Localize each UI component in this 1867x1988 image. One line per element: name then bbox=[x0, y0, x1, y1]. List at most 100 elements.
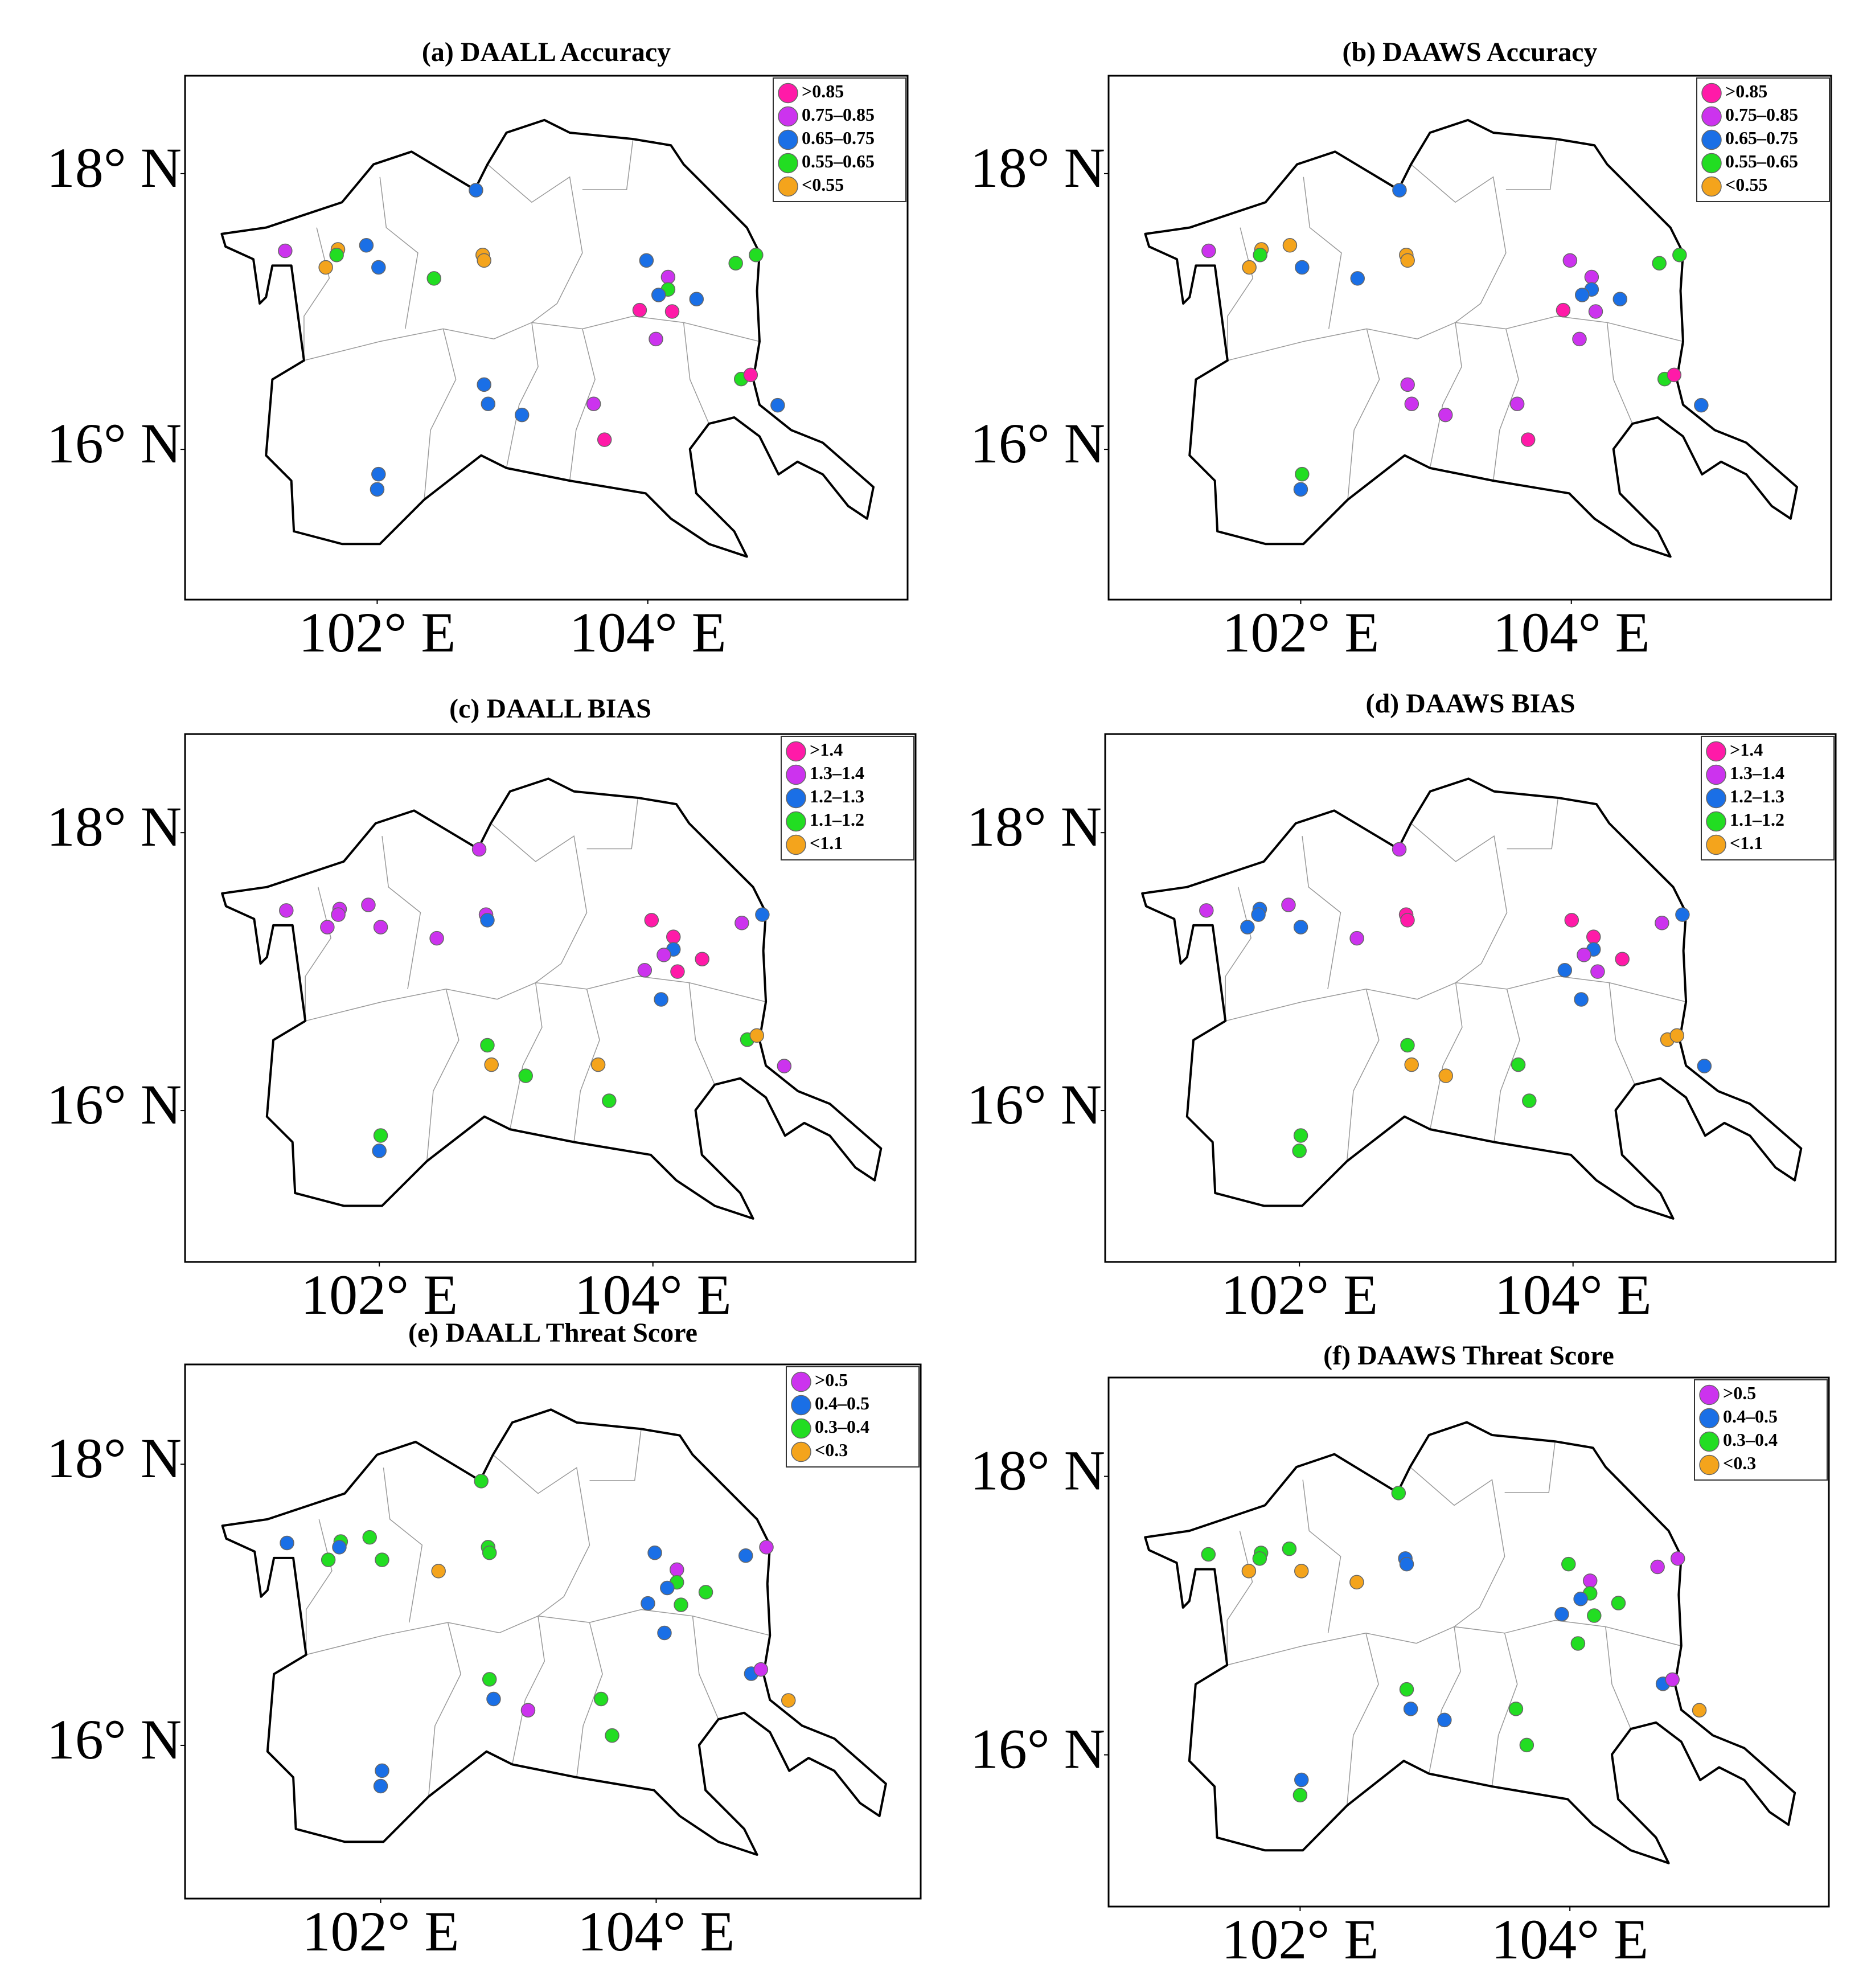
station-dot bbox=[1694, 397, 1709, 413]
legend-label: 0.55–0.65 bbox=[802, 151, 875, 171]
legend-swatch bbox=[1706, 764, 1726, 785]
legend: >0.85 0.75–0.85 0.65–0.75 0.55–0.65 <0.55 bbox=[1696, 77, 1830, 202]
station-dot bbox=[474, 1474, 489, 1489]
legend-label: 0.65–0.75 bbox=[1725, 128, 1798, 148]
panel-title: (a) DAALL Accuracy bbox=[422, 37, 671, 67]
station-dot bbox=[1582, 1573, 1598, 1588]
y-tick-label: 18° N bbox=[970, 136, 1105, 199]
station-dot bbox=[1611, 1596, 1626, 1610]
station-dot bbox=[728, 256, 743, 271]
station-dot bbox=[1404, 396, 1419, 411]
legend-label: >1.4 bbox=[810, 739, 843, 760]
legend-label: >0.85 bbox=[802, 81, 844, 101]
station-dot bbox=[371, 466, 386, 482]
station-dot bbox=[1522, 1093, 1537, 1108]
y-tick-label: 18° N bbox=[47, 136, 182, 199]
station-dot bbox=[321, 1552, 336, 1567]
station-dot bbox=[1399, 1682, 1414, 1697]
station-dot bbox=[759, 1540, 774, 1555]
legend-label: 0.4–0.5 bbox=[1723, 1406, 1778, 1427]
legend-label: 1.1–1.2 bbox=[810, 809, 864, 830]
station-dot bbox=[1437, 1712, 1452, 1728]
station-dot bbox=[1584, 269, 1599, 285]
legend-label: >1.4 bbox=[1730, 739, 1763, 760]
station-dot bbox=[649, 331, 663, 347]
station-dot bbox=[1400, 913, 1415, 928]
x-tick-label: 102° E bbox=[1221, 1263, 1378, 1326]
station-dot bbox=[520, 1703, 536, 1718]
y-tick-label: 16° N bbox=[970, 1717, 1105, 1780]
y-tick-label: 16° N bbox=[47, 1708, 182, 1771]
legend: >1.4 1.3–1.4 1.2–1.3 1.1–1.2 <1.1 bbox=[1701, 736, 1835, 860]
station-dot bbox=[1349, 1575, 1364, 1590]
legend-swatch bbox=[778, 153, 798, 174]
station-dot bbox=[1403, 1702, 1418, 1716]
x-tick-label: 104° E bbox=[575, 1263, 732, 1326]
station-dot bbox=[670, 964, 685, 979]
station-dot bbox=[1650, 1559, 1665, 1575]
legend-swatch bbox=[1706, 788, 1726, 809]
x-tick-label: 102° E bbox=[1221, 1908, 1378, 1971]
station-dot bbox=[1562, 253, 1578, 268]
legend-swatch bbox=[778, 129, 798, 150]
x-tick-label: 102° E bbox=[298, 601, 456, 664]
station-dot bbox=[1574, 288, 1590, 302]
station-dot bbox=[332, 1540, 347, 1555]
legend-label: 0.55–0.65 bbox=[1725, 151, 1798, 171]
station-dot bbox=[1392, 183, 1407, 198]
x-tick-label: 104° E bbox=[577, 1900, 735, 1963]
station-dot bbox=[1438, 407, 1453, 423]
station-dot bbox=[431, 1564, 446, 1579]
station-dot bbox=[753, 1662, 769, 1677]
station-dot bbox=[1509, 396, 1525, 411]
legend-swatch bbox=[778, 106, 798, 127]
station-dot bbox=[639, 253, 654, 268]
station-dot bbox=[1201, 1547, 1216, 1562]
panel-title: (c) DAALL BIAS bbox=[449, 694, 651, 724]
station-dot bbox=[1438, 1068, 1454, 1083]
station-dot bbox=[373, 1778, 388, 1794]
station-dot bbox=[362, 1530, 377, 1545]
station-dot bbox=[1508, 1702, 1524, 1716]
legend-label: 0.75–0.85 bbox=[802, 104, 875, 125]
station-dot bbox=[1573, 1591, 1588, 1606]
station-dot bbox=[1400, 1038, 1415, 1053]
station-dot bbox=[602, 1093, 617, 1108]
station-dot bbox=[481, 396, 496, 411]
x-tick-label: 104° E bbox=[1493, 601, 1650, 664]
legend-swatch bbox=[786, 788, 806, 809]
station-dot bbox=[1282, 238, 1298, 253]
station-dot bbox=[1520, 432, 1536, 447]
station-dot bbox=[749, 247, 764, 263]
station-dot bbox=[1570, 1636, 1586, 1651]
station-dot bbox=[590, 1057, 606, 1072]
legend-swatch bbox=[1701, 129, 1722, 150]
station-dot bbox=[1292, 1143, 1307, 1158]
station-dot bbox=[1519, 1737, 1534, 1753]
legend-swatch bbox=[1706, 834, 1726, 855]
station-dot bbox=[1577, 948, 1591, 962]
station-dot bbox=[657, 1625, 672, 1641]
legend-swatch bbox=[791, 1418, 811, 1439]
legend-label: >0.5 bbox=[1723, 1383, 1756, 1403]
station-dot bbox=[1511, 1057, 1526, 1072]
station-dot bbox=[1253, 247, 1267, 263]
legend-swatch bbox=[1699, 1454, 1720, 1475]
legend-swatch bbox=[1701, 83, 1722, 104]
station-dot bbox=[1652, 256, 1667, 271]
station-dot bbox=[586, 396, 601, 411]
station-dot bbox=[698, 1585, 713, 1600]
legend-label: 0.75–0.85 bbox=[1725, 104, 1798, 125]
station-dot bbox=[632, 302, 647, 318]
station-dot bbox=[593, 1691, 609, 1707]
station-dot bbox=[1404, 1057, 1419, 1072]
map-panel: (a) DAALL Accuracy 102° E 104° E 16° N 18° N… bbox=[47, 37, 909, 664]
legend: >0.85 0.75–0.85 0.65–0.75 0.55–0.65 <0.55 bbox=[773, 77, 906, 202]
station-dot bbox=[1400, 253, 1415, 268]
legend-swatch bbox=[778, 83, 798, 104]
legend-label: 0.3–0.4 bbox=[1723, 1429, 1778, 1450]
station-dot bbox=[482, 1546, 497, 1560]
station-dot bbox=[651, 288, 666, 302]
